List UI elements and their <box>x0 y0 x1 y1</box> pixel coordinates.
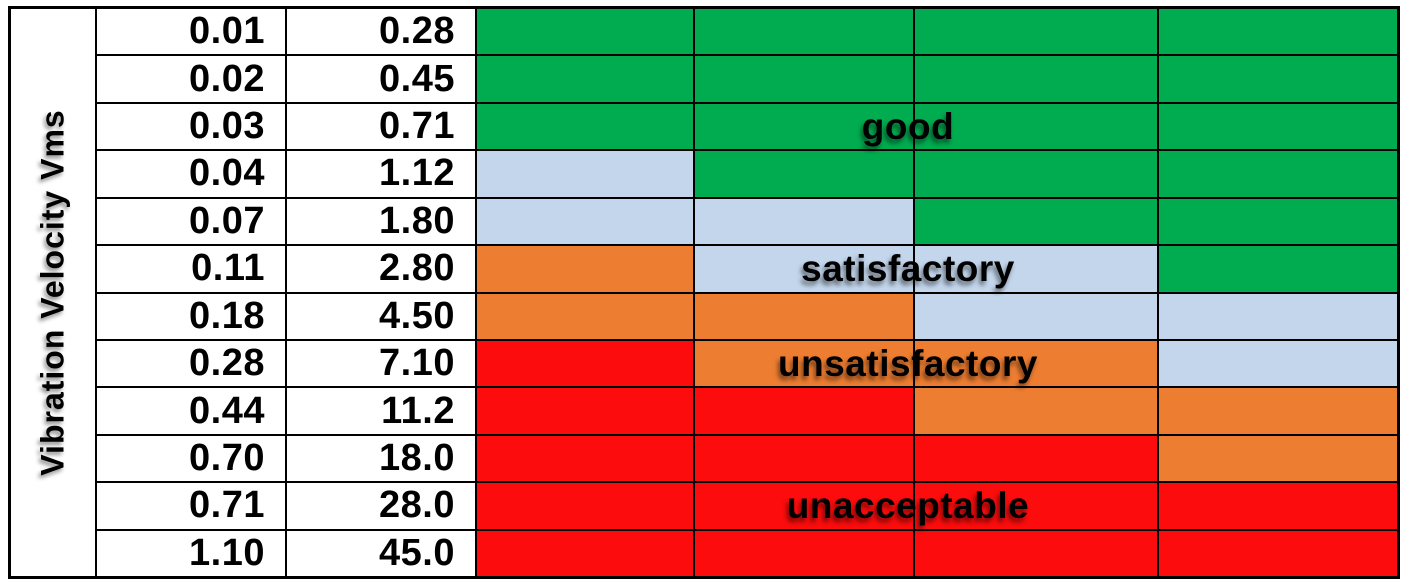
velocity-value-scale2: 1.80 <box>287 198 475 245</box>
y-axis-label: Vibration Velocity Vms <box>34 109 71 476</box>
velocity-value-scale1: 0.01 <box>97 9 285 55</box>
zone-cell-sat <box>1159 340 1397 387</box>
zone-cell-unsat <box>1159 388 1397 434</box>
velocity-value-scale2: 7.10 <box>287 340 475 387</box>
zone-cell-unsat <box>915 388 1157 434</box>
zone-cell-unacc <box>695 483 913 529</box>
velocity-value-scale1: 1.10 <box>97 530 285 576</box>
zone-cell-good <box>915 56 1157 102</box>
velocity-value-scale2: 2.80 <box>287 246 475 292</box>
velocity-value-scale1: 0.70 <box>97 435 285 482</box>
velocity-value-scale2: 45.0 <box>287 530 475 576</box>
zone-cell-good <box>695 56 913 102</box>
velocity-value-scale2: 1.12 <box>287 151 475 197</box>
velocity-value-scale1: 0.03 <box>97 103 285 150</box>
velocity-value-scale1: 0.28 <box>97 340 285 387</box>
velocity-value-scale1: 0.04 <box>97 151 285 197</box>
velocity-value-scale1: 0.11 <box>97 246 285 292</box>
zone-cell-good <box>695 9 913 55</box>
zone-cell-good <box>1159 56 1397 102</box>
velocity-value-scale2: 0.45 <box>287 56 475 102</box>
zone-cell-unacc <box>477 483 693 529</box>
zone-cell-unacc <box>1159 483 1397 529</box>
zone-cell-unacc <box>477 435 693 482</box>
zone-cell-good <box>477 103 693 150</box>
zone-cell-unacc <box>915 435 1157 482</box>
zone-cell-unsat <box>477 246 693 292</box>
zone-cell-unacc <box>915 483 1157 529</box>
zone-cell-unsat <box>695 340 913 387</box>
zone-cell-good <box>915 198 1157 245</box>
zone-cell-good <box>477 56 693 102</box>
velocity-value-scale1: 0.44 <box>97 388 285 434</box>
velocity-value-scale1: 0.02 <box>97 56 285 102</box>
zone-cell-good <box>1159 103 1397 150</box>
velocity-value-scale1: 0.07 <box>97 198 285 245</box>
zone-cell-unsat <box>695 293 913 339</box>
zone-cell-sat <box>1159 293 1397 339</box>
zone-cell-good <box>477 9 693 55</box>
zone-cell-good <box>695 103 913 150</box>
velocity-value-scale2: 0.71 <box>287 103 475 150</box>
zone-cell-sat <box>477 151 693 197</box>
zone-cell-good <box>915 9 1157 55</box>
zone-cell-unacc <box>695 435 913 482</box>
zone-cell-unacc <box>477 340 693 387</box>
zone-cell-unacc <box>915 530 1157 576</box>
velocity-value-scale1: 0.71 <box>97 483 285 529</box>
zone-cell-unacc <box>1159 530 1397 576</box>
y-axis-label-cell: Vibration Velocity Vms <box>11 9 95 576</box>
zone-cell-good <box>915 151 1157 197</box>
zone-cell-unsat <box>1159 435 1397 482</box>
zone-cell-good <box>1159 198 1397 245</box>
velocity-value-scale2: 0.28 <box>287 9 475 55</box>
velocity-value-scale2: 28.0 <box>287 483 475 529</box>
zone-cell-unacc <box>477 388 693 434</box>
velocity-value-scale2: 11.2 <box>287 388 475 434</box>
zone-cell-good <box>1159 246 1397 292</box>
vibration-severity-table: Vibration Velocity Vms 0.01 0.28 0.02 0.45 0… <box>8 6 1400 579</box>
zone-cell-unacc <box>477 530 693 576</box>
zone-cell-unacc <box>695 388 913 434</box>
zone-cell-sat <box>915 293 1157 339</box>
velocity-value-scale1: 0.18 <box>97 293 285 339</box>
zone-cell-unacc <box>695 530 913 576</box>
zone-cell-good <box>1159 9 1397 55</box>
zone-cell-good <box>695 151 913 197</box>
velocity-value-scale2: 18.0 <box>287 435 475 482</box>
zone-cell-sat <box>695 246 913 292</box>
zone-cell-good <box>1159 151 1397 197</box>
zone-cell-sat <box>915 246 1157 292</box>
zone-cell-good <box>915 103 1157 150</box>
zone-cell-unsat <box>915 340 1157 387</box>
zone-cell-unsat <box>477 293 693 339</box>
velocity-value-scale2: 4.50 <box>287 293 475 339</box>
zone-cell-sat <box>477 198 693 245</box>
zone-cell-sat <box>695 198 913 245</box>
